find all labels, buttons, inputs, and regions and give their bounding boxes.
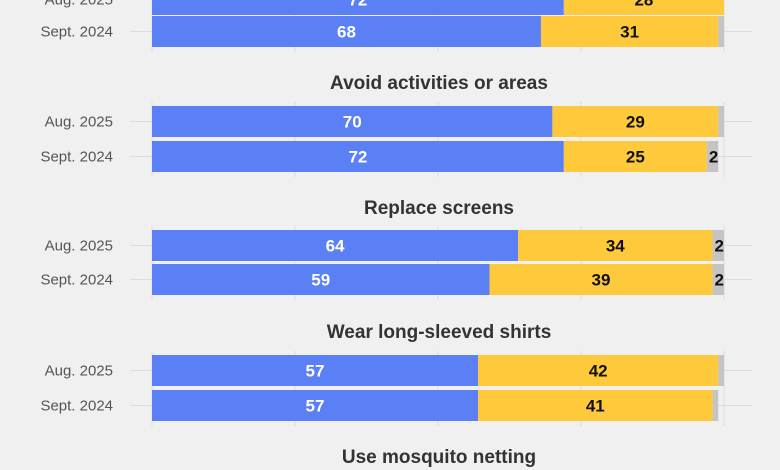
- row-label: Aug. 2025: [45, 0, 113, 9]
- panel-title: Avoid activities or areas: [330, 73, 548, 94]
- bar-segment-other: [712, 390, 719, 421]
- data-label: 41: [586, 397, 605, 416]
- bar-segment-yes: [152, 141, 564, 172]
- bar-segment-yes: [152, 355, 479, 386]
- data-label: 57: [306, 397, 325, 416]
- row-label: Aug. 2025: [45, 114, 113, 131]
- row-label: Sept. 2024: [40, 149, 113, 166]
- data-label: 28: [634, 0, 653, 10]
- bar-segment-yes: [152, 264, 490, 295]
- bar-segment-other: [718, 106, 724, 137]
- data-label: 2: [709, 148, 718, 167]
- bar-segment-no: [563, 141, 707, 172]
- data-label: 31: [620, 23, 639, 42]
- bar-segment-other: [712, 230, 724, 261]
- data-label: 42: [589, 362, 608, 381]
- row-label: Sept. 2024: [40, 272, 113, 289]
- bar-segment-no: [489, 264, 713, 295]
- bar-segment-other: [706, 141, 719, 172]
- data-label: 64: [326, 237, 345, 256]
- panel-title: Use mosquito netting: [342, 447, 536, 468]
- data-label: 68: [337, 23, 356, 42]
- data-label: 70: [343, 113, 362, 132]
- bar-segment-yes: [152, 230, 519, 261]
- panel-title: Wear long-sleeved shirts: [327, 322, 552, 343]
- data-label: 34: [606, 237, 625, 256]
- bar-segment-no: [552, 106, 719, 137]
- bar-segment-no: [540, 16, 719, 47]
- data-label: 39: [592, 271, 611, 290]
- data-label: 72: [348, 0, 367, 10]
- bar-segment-other: [718, 355, 724, 386]
- bar-segment-yes: [152, 16, 541, 47]
- data-label: 59: [311, 271, 330, 290]
- row-label: Aug. 2025: [45, 363, 113, 380]
- row-label: Sept. 2024: [40, 398, 113, 415]
- data-label: 72: [348, 148, 367, 167]
- bar-segment-yes: [152, 390, 479, 421]
- bar-segment-no: [478, 355, 719, 386]
- bar-segment-other: [718, 16, 724, 47]
- bar-segment-other: [712, 264, 724, 295]
- data-label: 2: [715, 271, 724, 290]
- data-label: 29: [626, 113, 645, 132]
- bar-segment-no: [478, 390, 713, 421]
- row-label: Aug. 2025: [45, 238, 113, 255]
- bar-segment-yes: [152, 0, 564, 15]
- bar-segment-no: [563, 0, 724, 15]
- bar-segment-yes: [152, 106, 553, 137]
- data-label: 57: [306, 362, 325, 381]
- panel-title: Replace screens: [364, 198, 514, 219]
- row-label: Sept. 2024: [40, 24, 113, 41]
- data-label: 25: [626, 148, 645, 167]
- data-label: 2: [715, 237, 724, 256]
- bar-segment-no: [518, 230, 713, 261]
